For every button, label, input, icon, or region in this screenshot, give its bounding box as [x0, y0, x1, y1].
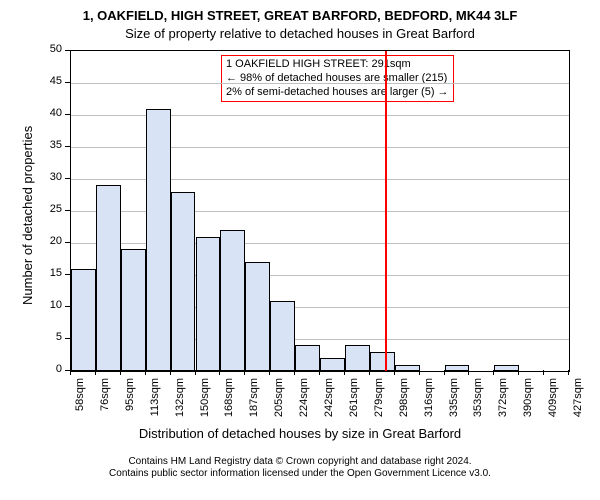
- ytick-label: 15: [38, 267, 62, 279]
- ytick-mark: [65, 274, 70, 275]
- xtick-label: 168sqm: [223, 378, 235, 418]
- ytick-mark: [65, 146, 70, 147]
- xtick-label: 409sqm: [547, 378, 559, 418]
- histogram-bar: [494, 365, 519, 371]
- ytick-mark: [65, 338, 70, 339]
- ytick-label: 40: [38, 107, 62, 119]
- ytick-label: 0: [38, 363, 62, 375]
- ytick-label: 25: [38, 203, 62, 215]
- ytick-mark: [65, 242, 70, 243]
- xtick-mark: [369, 370, 370, 375]
- footer-line1: Contains HM Land Registry data © Crown c…: [0, 456, 600, 468]
- annotation-line1: 1 OAKFIELD HIGH STREET: 291sqm: [226, 58, 449, 72]
- histogram-bar: [320, 358, 345, 371]
- x-axis-label: Distribution of detached houses by size …: [0, 426, 600, 441]
- gridline: [71, 83, 569, 84]
- ytick-label: 20: [38, 235, 62, 247]
- ytick-mark: [65, 50, 70, 51]
- y-axis-label: Number of detached properties: [20, 126, 35, 305]
- xtick-label: 95sqm: [124, 378, 136, 418]
- xtick-mark: [95, 370, 96, 375]
- chart-container: 1, OAKFIELD, HIGH STREET, GREAT BARFORD,…: [0, 0, 600, 500]
- footer-line2: Contains public sector information licen…: [0, 468, 600, 480]
- histogram-bar: [345, 345, 370, 371]
- xtick-mark: [294, 370, 295, 375]
- xtick-label: 76sqm: [99, 378, 111, 418]
- xtick-label: 132sqm: [174, 378, 186, 418]
- xtick-mark: [269, 370, 270, 375]
- xtick-label: 187sqm: [248, 378, 260, 418]
- ytick-mark: [65, 82, 70, 83]
- ytick-mark: [65, 178, 70, 179]
- xtick-label: 261sqm: [348, 378, 360, 418]
- chart-subtitle: Size of property relative to detached ho…: [0, 26, 600, 41]
- ytick-label: 5: [38, 331, 62, 343]
- histogram-bar: [96, 185, 121, 371]
- ytick-label: 30: [38, 171, 62, 183]
- plot-area: 1 OAKFIELD HIGH STREET: 291sqm ← 98% of …: [70, 50, 570, 372]
- xtick-label: 224sqm: [298, 378, 310, 418]
- xtick-mark: [493, 370, 494, 375]
- histogram-bar: [245, 262, 270, 371]
- xtick-label: 353sqm: [472, 378, 484, 418]
- histogram-bar: [395, 365, 420, 371]
- histogram-bar: [71, 269, 96, 371]
- xtick-label: 335sqm: [448, 378, 460, 418]
- xtick-label: 316sqm: [423, 378, 435, 418]
- ytick-label: 45: [38, 75, 62, 87]
- xtick-mark: [70, 370, 71, 375]
- histogram-bar: [370, 352, 395, 371]
- xtick-mark: [344, 370, 345, 375]
- xtick-mark: [219, 370, 220, 375]
- xtick-label: 150sqm: [199, 378, 211, 418]
- xtick-label: 279sqm: [373, 378, 385, 418]
- ytick-label: 35: [38, 139, 62, 151]
- xtick-mark: [394, 370, 395, 375]
- xtick-label: 372sqm: [497, 378, 509, 418]
- annotation-line3: 2% of semi-detached houses are larger (5…: [226, 86, 449, 100]
- xtick-label: 390sqm: [522, 378, 534, 418]
- xtick-mark: [170, 370, 171, 375]
- ytick-label: 10: [38, 299, 62, 311]
- footer-text: Contains HM Land Registry data © Crown c…: [0, 456, 600, 480]
- xtick-mark: [419, 370, 420, 375]
- histogram-bar: [445, 365, 470, 371]
- xtick-mark: [319, 370, 320, 375]
- ytick-mark: [65, 306, 70, 307]
- ytick-label: 50: [38, 43, 62, 55]
- ytick-mark: [65, 114, 70, 115]
- marker-annotation: 1 OAKFIELD HIGH STREET: 291sqm ← 98% of …: [221, 55, 454, 102]
- xtick-mark: [244, 370, 245, 375]
- histogram-bar: [220, 230, 245, 371]
- xtick-label: 298sqm: [398, 378, 410, 418]
- ytick-mark: [65, 210, 70, 211]
- xtick-mark: [518, 370, 519, 375]
- histogram-bar: [121, 249, 146, 371]
- xtick-mark: [145, 370, 146, 375]
- xtick-label: 58sqm: [74, 378, 86, 418]
- property-marker-line: [385, 51, 387, 371]
- histogram-bar: [295, 345, 320, 371]
- histogram-bar: [171, 192, 196, 371]
- histogram-bar: [146, 109, 171, 371]
- xtick-label: 242sqm: [323, 378, 335, 418]
- xtick-mark: [543, 370, 544, 375]
- xtick-mark: [444, 370, 445, 375]
- xtick-mark: [120, 370, 121, 375]
- xtick-label: 427sqm: [572, 378, 584, 418]
- xtick-label: 113sqm: [149, 378, 161, 418]
- xtick-label: 205sqm: [273, 378, 285, 418]
- xtick-mark: [195, 370, 196, 375]
- histogram-bar: [196, 237, 221, 371]
- histogram-bar: [270, 301, 295, 371]
- xtick-mark: [468, 370, 469, 375]
- xtick-mark: [568, 370, 569, 375]
- chart-title: 1, OAKFIELD, HIGH STREET, GREAT BARFORD,…: [0, 8, 600, 23]
